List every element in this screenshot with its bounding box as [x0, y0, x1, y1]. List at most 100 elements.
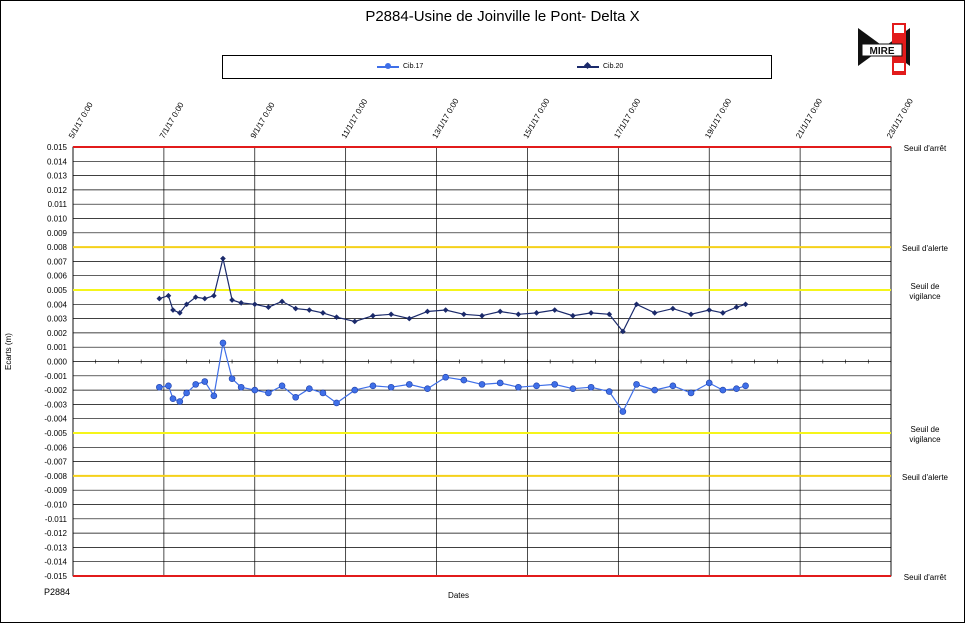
- x-tick-label: 23/1/17 0:00: [885, 96, 915, 140]
- legend-marker-cib17: [385, 63, 391, 69]
- data-point-Cib.17: [165, 382, 172, 390]
- data-point-Cib.20: [251, 301, 258, 308]
- data-point-Cib.17: [515, 383, 522, 391]
- data-point-Cib.17: [210, 392, 218, 400]
- data-point-Cib.20: [370, 312, 376, 319]
- data-point-Cib.17: [265, 389, 272, 397]
- data-point-Cib.17: [705, 379, 713, 387]
- data-point-Cib.17: [587, 383, 595, 391]
- data-point-Cib.17: [237, 383, 245, 391]
- y-tick-label: 0.002: [47, 329, 68, 338]
- data-point-Cib.17: [183, 389, 190, 397]
- y-tick-label: -0.012: [44, 529, 67, 538]
- data-point-Cib.20: [388, 311, 394, 318]
- data-point-Cib.20: [706, 307, 713, 313]
- data-point-Cib.17: [442, 373, 449, 381]
- data-point-Cib.20: [733, 304, 740, 310]
- logo-text: MIRE: [870, 46, 895, 57]
- chart-title: P2884-Usine de Joinville le Pont- Delta …: [365, 8, 640, 25]
- data-point-Cib.17: [369, 382, 377, 390]
- footer-code: P2884: [44, 587, 71, 597]
- data-point-Cib.17: [192, 381, 199, 388]
- data-point-Cib.17: [251, 386, 259, 394]
- data-point-Cib.17: [651, 386, 658, 394]
- y-tick-label: 0.014: [47, 157, 68, 166]
- y-tick-label: -0.004: [44, 415, 67, 424]
- x-axis-label: Dates: [448, 591, 469, 600]
- data-point-Cib.20: [670, 305, 676, 312]
- data-point-Cib.17: [669, 382, 677, 390]
- data-point-Cib.20: [333, 314, 340, 320]
- threshold-label: Seuil d'alerte: [902, 473, 949, 482]
- y-tick-label: 0.013: [47, 172, 68, 181]
- x-tick-label: 17/1/17 0:00: [612, 96, 642, 140]
- legend-label-cib20: Cib.20: [603, 63, 624, 70]
- data-point-Cib.17: [496, 379, 504, 387]
- data-point-Cib.20: [551, 307, 558, 313]
- threshold-label: vigilance: [909, 435, 941, 444]
- series-line-Cib.20: [159, 258, 746, 333]
- y-tick-label: 0.006: [47, 272, 68, 281]
- y-tick-label: -0.011: [45, 515, 68, 524]
- y-tick-label: 0.010: [47, 215, 68, 224]
- data-point-Cib.17: [478, 381, 486, 388]
- data-point-Cib.17: [351, 386, 359, 394]
- data-point-Cib.20: [165, 292, 172, 299]
- data-point-Cib.20: [479, 312, 485, 319]
- data-point-Cib.17: [219, 339, 227, 347]
- y-tick-label: -0.014: [44, 558, 67, 567]
- x-tick-label: 19/1/17 0:00: [703, 96, 733, 140]
- y-tick-label: 0.009: [47, 229, 68, 238]
- x-tick-label: 7/1/17 0:00: [158, 100, 186, 140]
- data-point-Cib.20: [170, 307, 176, 313]
- threshold-label: vigilance: [909, 292, 941, 301]
- data-point-Cib.20: [220, 255, 226, 262]
- data-point-Cib.20: [201, 295, 208, 302]
- data-point-Cib.20: [156, 295, 163, 302]
- mire-logo: MIRE: [858, 23, 910, 75]
- y-tick-label: 0.005: [47, 286, 68, 295]
- x-tick-label: 13/1/17 0:00: [430, 96, 460, 140]
- data-point-Cib.20: [497, 308, 504, 315]
- data-point-Cib.20: [720, 310, 726, 316]
- data-point-Cib.17: [292, 393, 299, 401]
- data-point-Cib.17: [387, 383, 395, 391]
- legend: Cib.17 Cib.20: [222, 55, 772, 79]
- y-tick-label: 0.015: [47, 143, 68, 152]
- data-point-Cib.17: [201, 378, 209, 385]
- y-tick-label: 0.008: [47, 243, 68, 252]
- threshold-label: Seuil d'alerte: [902, 244, 949, 253]
- y-tick-label: -0.007: [44, 458, 67, 467]
- threshold-label: Seuil d'arrêt: [904, 573, 947, 582]
- data-point-Cib.17: [551, 381, 559, 388]
- data-point-Cib.17: [405, 381, 413, 388]
- data-point-Cib.17: [156, 383, 163, 391]
- data-point-Cib.17: [176, 398, 184, 405]
- data-point-Cib.20: [192, 294, 199, 300]
- data-point-Cib.20: [238, 300, 244, 306]
- y-tick-label: -0.001: [44, 372, 67, 381]
- y-tick-label: -0.013: [44, 543, 67, 552]
- data-point-Cib.17: [460, 376, 468, 384]
- y-tick-label: -0.008: [44, 472, 67, 481]
- y-tick-label: 0.003: [47, 315, 68, 324]
- y-tick-label: -0.003: [44, 400, 67, 409]
- data-point-Cib.17: [569, 385, 577, 392]
- x-tick-label: 5/1/17 0:00: [67, 100, 95, 140]
- data-point-Cib.20: [176, 310, 183, 316]
- y-tick-label: -0.006: [44, 443, 67, 452]
- data-point-Cib.20: [533, 310, 540, 316]
- y-tick-label: 0.007: [47, 257, 68, 266]
- mire-logo-graphic: MIRE: [858, 23, 910, 75]
- data-point-Cib.17: [633, 381, 640, 388]
- y-axis-label: Ecarts (m): [4, 333, 13, 370]
- data-point-Cib.17: [278, 382, 286, 390]
- data-point-Cib.20: [651, 310, 658, 316]
- data-point-Cib.20: [229, 297, 235, 303]
- series-line-Cib.17: [159, 342, 746, 413]
- y-tick-label: -0.009: [44, 486, 67, 495]
- y-tick-label: 0.012: [47, 186, 68, 195]
- data-point-Cib.20: [211, 292, 217, 299]
- data-point-Cib.17: [687, 389, 695, 397]
- y-tick-label: 0.001: [47, 343, 68, 352]
